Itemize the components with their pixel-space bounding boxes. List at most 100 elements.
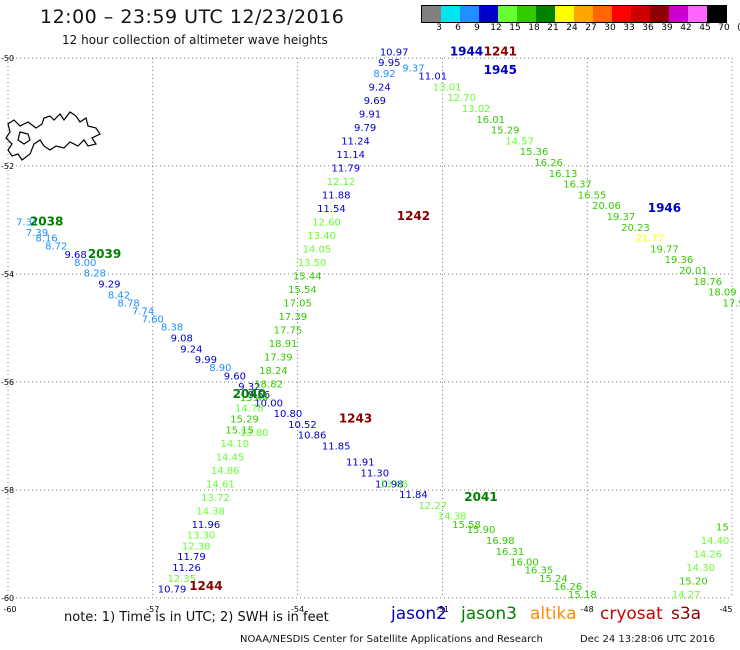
colorbar-tick-label: 45 bbox=[699, 23, 711, 33]
wave-height-value: 9.37 bbox=[402, 64, 424, 75]
wave-height-value: 11.30 bbox=[361, 469, 390, 480]
wave-height-value: 15 bbox=[716, 523, 729, 534]
wave-height-value: 9.32 bbox=[238, 382, 260, 393]
page-title: 12:00 – 23:59 UTC 12/23/2016 bbox=[40, 6, 345, 28]
colorbar-swatch bbox=[669, 6, 688, 22]
colorbar-unit: (ft) bbox=[734, 23, 740, 33]
colorbar-tick-label: 12 bbox=[490, 23, 502, 33]
colorbar-swatch bbox=[517, 6, 536, 22]
wave-height-value: 8.78 bbox=[118, 298, 140, 309]
wave-height-value: 7.74 bbox=[132, 307, 154, 318]
colorbar-tick-label: 70 bbox=[718, 23, 730, 33]
wave-height-value: 17.05 bbox=[283, 298, 312, 309]
wave-height-value: 17.39 bbox=[264, 352, 293, 363]
wave-height-value: 14.10 bbox=[221, 439, 250, 450]
wave-height-value: 14.38 bbox=[196, 506, 225, 517]
wave-height-value: 14.61 bbox=[206, 479, 235, 490]
graticule bbox=[7, 57, 733, 599]
wave-height-value: 15.15 bbox=[225, 425, 254, 436]
colorbar-swatch bbox=[479, 6, 498, 22]
wave-height-value: 11.85 bbox=[322, 442, 351, 453]
wave-height-value: 16.26 bbox=[554, 582, 583, 593]
colorbar-tick-label: 21 bbox=[547, 23, 559, 33]
wave-height-value: 8.00 bbox=[74, 258, 96, 269]
colorbar-swatch bbox=[536, 6, 555, 22]
wave-height-value: 13.05 bbox=[380, 479, 409, 490]
latitude-tick-label: -54 bbox=[1, 270, 14, 279]
wave-height-value: 16.31 bbox=[496, 547, 525, 558]
wave-height-value: 16.00 bbox=[510, 558, 539, 569]
wave-height-value: 9.60 bbox=[224, 371, 246, 382]
wave-height-value: 9.91 bbox=[359, 109, 381, 120]
wave-height-value: 19.36 bbox=[665, 255, 694, 266]
wave-height-value: 17.39 bbox=[278, 312, 307, 323]
wave-height-value: 11.84 bbox=[399, 490, 428, 501]
wave-height-value: 15.24 bbox=[539, 574, 568, 585]
wave-height-value: 11.79 bbox=[177, 552, 206, 563]
latitude-tick-label: -60 bbox=[1, 594, 14, 603]
wave-height-tracks: 7.377.398.168.729.688.008.289.298.428.78… bbox=[16, 47, 740, 601]
wave-height-value: 15.29 bbox=[491, 126, 520, 137]
pass-time-label: 1946 bbox=[648, 201, 681, 215]
colorbar-tick-label: 15 bbox=[509, 23, 521, 33]
wave-height-value: 11.96 bbox=[192, 520, 221, 531]
colorbar-tick-label: 36 bbox=[642, 23, 654, 33]
latitude-tick-label: -52 bbox=[1, 162, 14, 171]
wave-height-value: 20.06 bbox=[592, 201, 621, 212]
wave-height-value: 13.80 bbox=[240, 428, 269, 439]
wave-height-value: 14.26 bbox=[694, 550, 723, 561]
wave-height-value: 12.35 bbox=[167, 574, 196, 585]
footnote: note: 1) Time is in UTC; 2) SWH is in fe… bbox=[64, 610, 329, 625]
longitude-tick-label: -57 bbox=[146, 605, 159, 614]
wave-height-value: 18.91 bbox=[269, 339, 298, 350]
wave-height-value: 16.13 bbox=[549, 169, 578, 180]
longitude-tick-label: -51 bbox=[436, 605, 449, 614]
wave-height-value: 9.08 bbox=[171, 334, 193, 345]
pass-time-label: 2038 bbox=[30, 214, 63, 228]
wave-height-value: 18.24 bbox=[259, 366, 288, 377]
latitude-tick-label: -56 bbox=[1, 378, 14, 387]
latitude-tick-label: -50 bbox=[1, 54, 14, 63]
wave-height-value: 9.79 bbox=[354, 123, 376, 134]
colorbar-swatch bbox=[612, 6, 631, 22]
pass-time-label: 2039 bbox=[88, 247, 121, 261]
wave-height-value: 13.40 bbox=[307, 231, 336, 242]
wave-height-value: 7.37 bbox=[16, 217, 38, 228]
colorbar-swatch bbox=[498, 6, 517, 22]
wave-height-value: 9.99 bbox=[195, 355, 217, 366]
colorbar-tick-label: 24 bbox=[566, 23, 578, 33]
colorbar-swatch bbox=[650, 6, 669, 22]
wave-height-value: 7.60 bbox=[142, 315, 164, 326]
longitude-tick-label: -48 bbox=[581, 605, 594, 614]
credit-line: NOAA/NESDIS Center for Satellite Applica… bbox=[240, 634, 543, 645]
wave-height-value: 14.30 bbox=[686, 563, 715, 574]
wave-height-value: 10.86 bbox=[298, 431, 327, 442]
wave-height-value: 16.55 bbox=[578, 190, 607, 201]
pass-time-label: 1242 bbox=[397, 209, 430, 223]
wave-height-value: 8.38 bbox=[161, 323, 183, 334]
wave-height-value: 17.75 bbox=[274, 325, 303, 336]
wave-height-value: 9.69 bbox=[364, 96, 386, 107]
wave-height-value: 20.01 bbox=[679, 266, 708, 277]
wave-height-value: 20.23 bbox=[621, 223, 650, 234]
wave-height-value: 13.02 bbox=[462, 104, 491, 115]
pass-time-label: 1945 bbox=[484, 63, 517, 77]
land-outline bbox=[5, 111, 101, 161]
colorbar-tick-label: 9 bbox=[474, 23, 480, 33]
wave-height-value: 9.24 bbox=[369, 82, 391, 93]
longitude-tick-label: -45 bbox=[719, 605, 732, 614]
wave-height-value: 16.26 bbox=[534, 158, 563, 169]
wave-height-value: 13.30 bbox=[187, 531, 216, 542]
wave-height-value: 11.26 bbox=[172, 563, 201, 574]
legend-jason3: jason3 bbox=[461, 604, 517, 624]
colorbar-tick-label: 18 bbox=[528, 23, 540, 33]
wave-height-value: 7.39 bbox=[26, 228, 48, 239]
wave-height-value: 15.20 bbox=[679, 577, 708, 588]
wave-height-value: 15.58 bbox=[452, 520, 481, 531]
wave-height-value: 9.68 bbox=[64, 250, 86, 261]
wave-height-value: 11.54 bbox=[317, 204, 346, 215]
colorbar-tick-label: 30 bbox=[604, 23, 616, 33]
wave-height-value: 11.14 bbox=[336, 150, 365, 161]
wave-height-value: 10.00 bbox=[254, 398, 283, 409]
wave-height-value: 9.56 bbox=[248, 390, 270, 401]
